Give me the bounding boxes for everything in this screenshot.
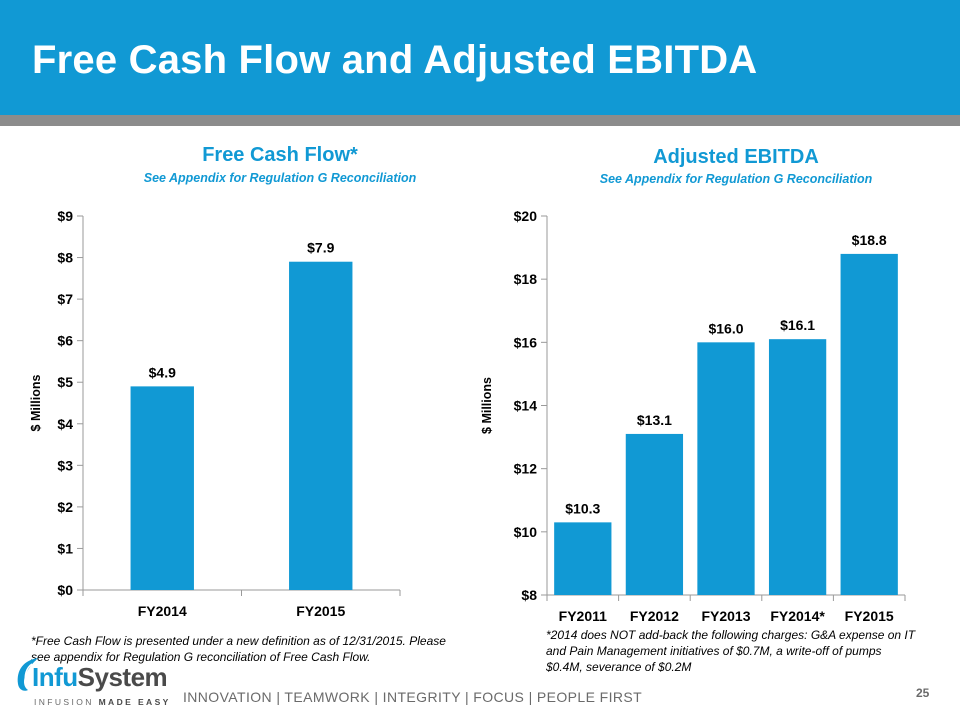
fcf-y-tick-label: $1 bbox=[57, 540, 73, 556]
fcf-bar bbox=[289, 261, 353, 590]
ebitda-chart-subtitle: See Appendix for Regulation G Reconcilia… bbox=[599, 172, 873, 186]
fcf-category-label: FY2015 bbox=[296, 603, 345, 619]
ebitda-bar bbox=[625, 433, 684, 595]
infusion-swoosh-icon bbox=[17, 658, 38, 691]
ebitda-value-label: $16.1 bbox=[780, 317, 815, 333]
ebitda-y-tick-label: $12 bbox=[514, 461, 538, 477]
ebitda-category-label: FY2015 bbox=[845, 608, 894, 624]
fcf-footnote: *Free Cash Flow is presented under a new… bbox=[31, 633, 491, 665]
fcf-y-tick-label: $2 bbox=[57, 499, 73, 515]
logo-wordmark-prefix: Infu bbox=[32, 662, 78, 692]
infusystem-logo: InfuSystem INFUSION MADE EASY bbox=[12, 652, 172, 712]
logo-tagline: INFUSION MADE EASY bbox=[34, 697, 171, 707]
fcf-y-tick-label: $3 bbox=[57, 457, 73, 473]
logo-wordmark: InfuSystem bbox=[32, 662, 168, 693]
fcf-value-label: $4.9 bbox=[149, 364, 176, 380]
ebitda-category-label: FY2013 bbox=[701, 608, 750, 624]
ebitda-bar bbox=[554, 522, 612, 595]
page-number: 25 bbox=[916, 686, 930, 700]
ebitda-category-label: FY2011 bbox=[559, 608, 607, 624]
title-divider bbox=[0, 115, 960, 126]
fcf-value-label: $7.9 bbox=[307, 240, 334, 256]
title-banner: Free Cash Flow and Adjusted EBITDA bbox=[0, 0, 960, 115]
logo-tagline-prefix: INFUSION bbox=[34, 697, 99, 707]
fcf-bar bbox=[130, 386, 194, 590]
fcf-y-tick-label: $6 bbox=[57, 333, 73, 349]
ebitda-category-label: FY2014* bbox=[770, 608, 825, 624]
ebitda-y-tick-label: $18 bbox=[514, 271, 538, 287]
fcf-y-tick-label: $4 bbox=[57, 416, 73, 432]
fcf-y-axis-title: $ Millions bbox=[29, 374, 43, 431]
ebitda-y-tick-label: $10 bbox=[514, 524, 538, 540]
logo-wordmark-suffix: System bbox=[77, 662, 168, 692]
ebitda-footnote-line: and Pain Management initiatives of $0.7M… bbox=[546, 644, 882, 658]
ebitda-value-label: $16.0 bbox=[708, 320, 743, 336]
ebitda-y-tick-label: $8 bbox=[521, 587, 537, 603]
fcf-category-label: FY2014 bbox=[138, 603, 187, 619]
ebitda-y-tick-label: $16 bbox=[514, 334, 538, 350]
ebitda-value-label: $10.3 bbox=[565, 500, 600, 516]
ebitda-value-label: $18.8 bbox=[852, 232, 887, 248]
ebitda-bar bbox=[768, 339, 827, 595]
ebitda-footnote-line: *2014 does NOT add-back the following ch… bbox=[546, 628, 916, 642]
ebitda-value-label: $13.1 bbox=[637, 412, 672, 428]
ebitda-bar bbox=[697, 342, 755, 595]
fcf-y-tick-label: $7 bbox=[57, 291, 73, 307]
fcf-footnote-line: see appendix for Regulation G reconcilia… bbox=[31, 650, 371, 664]
fcf-y-tick-label: $5 bbox=[57, 374, 73, 390]
ebitda-y-tick-label: $20 bbox=[514, 208, 538, 224]
ebitda-bar bbox=[840, 253, 898, 595]
fcf-footnote-line: *Free Cash Flow is presented under a new… bbox=[31, 634, 446, 648]
fcf-y-tick-label: $9 bbox=[57, 208, 73, 224]
ebitda-category-label: FY2012 bbox=[630, 608, 679, 624]
ebitda-chart-title: Adjusted EBITDA bbox=[653, 146, 819, 168]
ebitda-y-tick-label: $14 bbox=[514, 398, 538, 414]
fcf-y-tick-label: $0 bbox=[57, 582, 73, 598]
fcf-y-tick-label: $8 bbox=[57, 250, 73, 266]
ebitda-footnote-line: $0.4M, severance of $0.2M bbox=[546, 660, 692, 674]
values-tagline: INNOVATION | TEAMWORK | INTEGRITY | FOCU… bbox=[183, 689, 643, 705]
logo-tagline-suffix: MADE EASY bbox=[98, 697, 171, 707]
ebitda-y-axis-title: $ Millions bbox=[480, 377, 494, 434]
page-title: Free Cash Flow and Adjusted EBITDA bbox=[32, 38, 758, 82]
fcf-chart-subtitle: See Appendix for Regulation G Reconcilia… bbox=[143, 171, 417, 185]
ebitda-footnote: *2014 does NOT add-back the following ch… bbox=[546, 627, 946, 675]
fcf-chart-title: Free Cash Flow* bbox=[202, 144, 358, 166]
